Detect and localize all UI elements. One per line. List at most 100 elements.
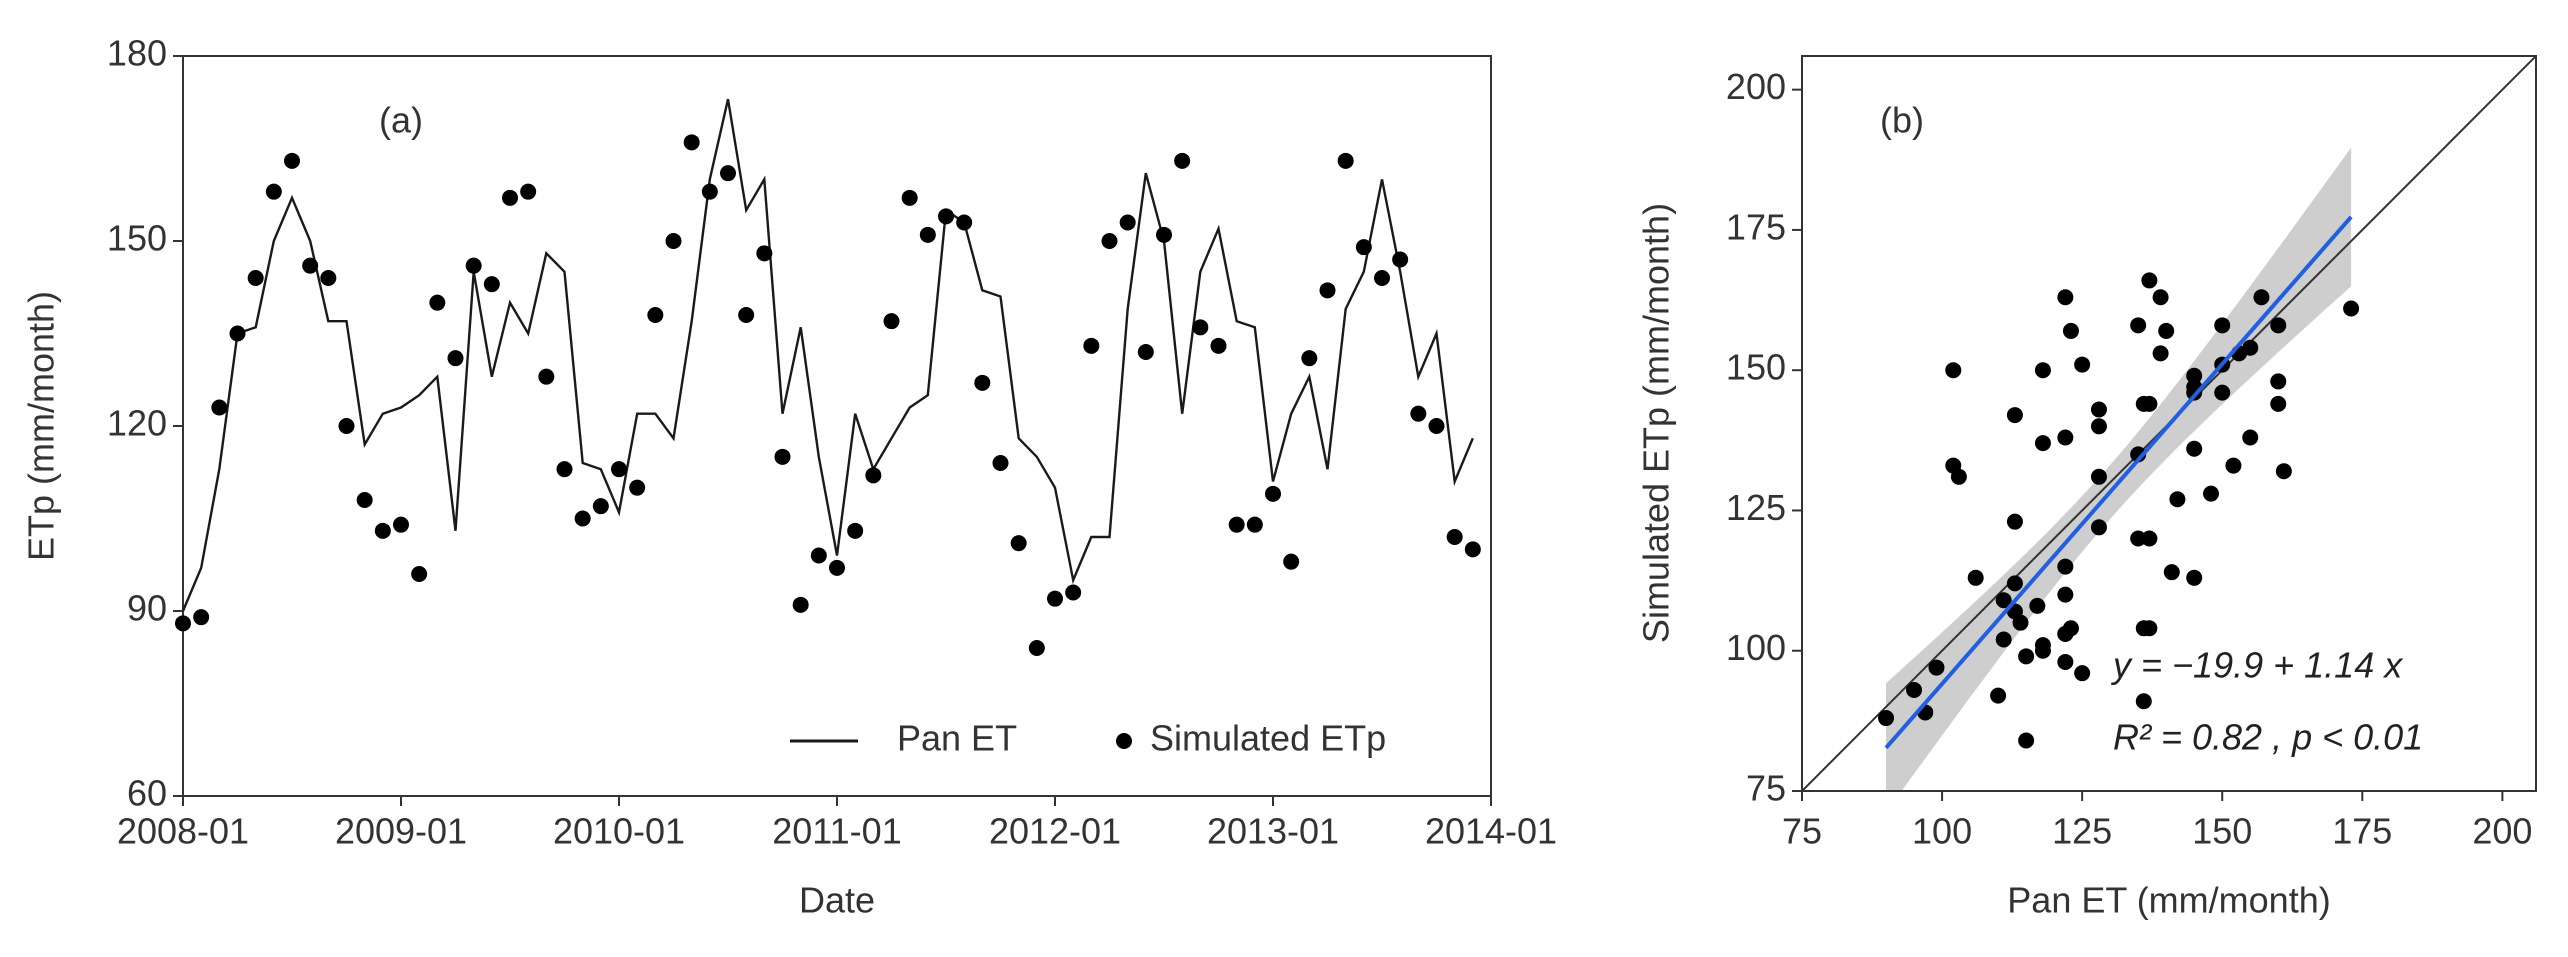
- data-point: [992, 455, 1009, 471]
- data-point: [2130, 530, 2147, 547]
- data-point: [1337, 152, 1354, 169]
- x-tick-label: 2012-01: [989, 811, 1121, 852]
- y-tick-label: 90: [127, 588, 167, 629]
- data-point: [901, 189, 918, 206]
- data-point: [2270, 395, 2287, 412]
- data-point: [1210, 337, 1227, 354]
- x-tick-label: 150: [2192, 811, 2252, 852]
- data-point: [1119, 214, 1136, 231]
- data-point: [1355, 239, 1372, 256]
- data-point: [211, 399, 228, 416]
- data-point: [883, 313, 900, 330]
- data-point: [938, 208, 954, 225]
- y-tick-label: 150: [107, 218, 167, 259]
- data-point: [229, 325, 246, 342]
- data-point: [2158, 322, 2175, 339]
- data-point: [2186, 367, 2203, 384]
- data-point: [2141, 530, 2158, 547]
- legend-label: Pan ET: [897, 718, 1017, 759]
- data-point: [701, 183, 718, 200]
- x-tick-label: 200: [2472, 811, 2532, 852]
- data-point: [774, 448, 791, 465]
- y-axis-title: Simulated ETp (mm/month): [1636, 203, 1677, 643]
- y-tick-label: 175: [1726, 206, 1786, 247]
- data-point: [1428, 418, 1445, 434]
- data-point: [2090, 418, 2107, 435]
- data-point: [2057, 625, 2074, 642]
- data-point: [2074, 665, 2091, 682]
- y-tick-label: 100: [1726, 627, 1786, 668]
- x-tick-label: 2014-01: [1425, 811, 1557, 852]
- panel-label: (a): [379, 100, 423, 141]
- data-point: [284, 152, 300, 169]
- data-point: [2135, 693, 2152, 710]
- data-point: [2057, 558, 2074, 575]
- data-point: [2163, 564, 2180, 581]
- data-point: [2006, 407, 2023, 424]
- x-tick-label: 100: [1912, 811, 1972, 852]
- data-point: [2057, 586, 2074, 603]
- data-point: [2242, 429, 2259, 446]
- x-tick-label: 2010-01: [553, 811, 685, 852]
- data-point: [2062, 322, 2079, 339]
- data-point: [1101, 233, 1118, 249]
- plot-frame: [182, 55, 1492, 797]
- data-point: [829, 559, 845, 576]
- equation: y = −19.9 + 1.14 x: [2110, 645, 2404, 686]
- r-squared: R² = 0.82 , p < 0.01: [2113, 717, 2423, 758]
- data-point: [374, 522, 391, 539]
- data-point: [665, 233, 682, 249]
- data-point: [792, 596, 809, 613]
- data-point: [1374, 270, 1390, 286]
- fit-line: [1884, 215, 2353, 750]
- data-point: [1410, 405, 1427, 422]
- data-point: [2057, 653, 2074, 670]
- data-point: [320, 270, 337, 286]
- data-point: [2130, 317, 2147, 334]
- y-tick-label: 150: [1726, 347, 1786, 388]
- data-point: [2141, 272, 2158, 289]
- data-point: [738, 307, 755, 323]
- data-point: [2186, 569, 2203, 586]
- data-point: [1446, 529, 1463, 545]
- x-tick-label: 125: [2052, 811, 2112, 852]
- data-point: [2090, 519, 2107, 536]
- data-point: [447, 350, 464, 367]
- data-point: [1319, 282, 1336, 299]
- legend-swatch: [1116, 733, 1132, 749]
- x-tick-label: 2013-01: [1207, 811, 1339, 852]
- x-tick-label: 2009-01: [335, 811, 467, 852]
- data-point: [2169, 491, 2186, 508]
- data-point: [2203, 485, 2220, 502]
- data-point: [2018, 648, 2035, 665]
- x-axis-title: Date: [799, 880, 875, 921]
- panel-label: (b): [1880, 100, 1924, 141]
- data-point: [629, 479, 646, 496]
- data-point: [2057, 289, 2074, 306]
- data-point: [1137, 344, 1154, 360]
- data-point: [193, 609, 210, 626]
- data-point: [393, 516, 409, 533]
- data-point: [919, 226, 936, 243]
- data-point: [2135, 620, 2152, 637]
- data-point: [974, 374, 991, 391]
- data-point: [956, 214, 973, 231]
- data-point: [1047, 590, 1063, 607]
- x-axis-title: Pan ET (mm/month): [2007, 880, 2330, 921]
- data-point: [338, 418, 355, 434]
- data-point: [2090, 401, 2107, 418]
- data-point: [2253, 289, 2270, 306]
- data-point: [2275, 463, 2292, 480]
- y-axis-title: ETp (mm/month): [21, 291, 62, 561]
- data-point: [2214, 384, 2231, 401]
- data-point: [1967, 569, 1984, 586]
- data-point: [2029, 597, 2046, 614]
- data-point: [847, 522, 864, 539]
- data-point: [175, 615, 191, 632]
- data-point: [429, 294, 446, 311]
- data-point: [2214, 317, 2231, 334]
- data-point: [1083, 337, 1100, 354]
- data-point: [2152, 345, 2169, 362]
- data-point: [2186, 440, 2203, 457]
- data-point: [865, 467, 882, 484]
